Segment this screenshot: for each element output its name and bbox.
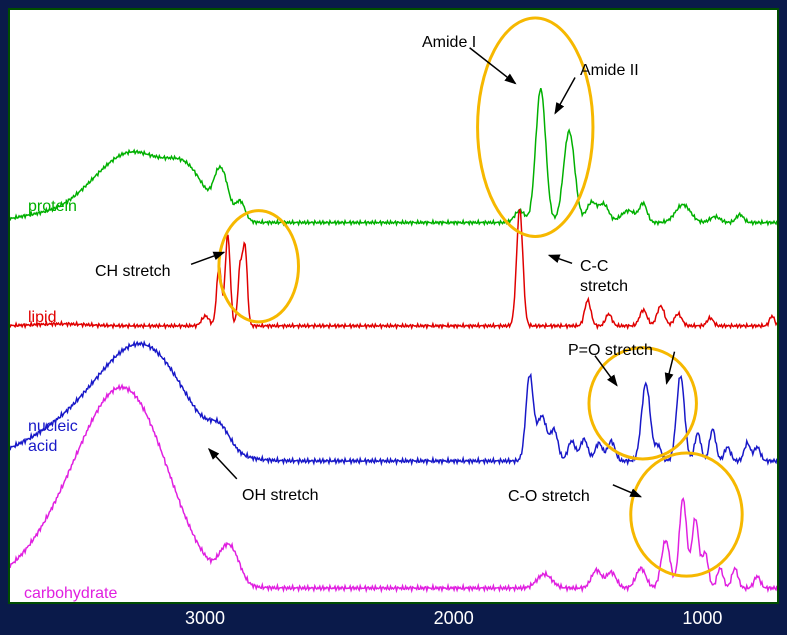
anno-amide1: Amide I [422,34,476,52]
spectrum-protein [10,88,777,224]
highlight-ellipse-1 [219,211,299,322]
series-label-acid: acid [28,438,57,456]
anno-cc1: C-C [580,258,608,276]
highlight-ellipse-0 [478,18,593,237]
plot-area: protein lipid nucleic acid carbohydrate … [8,8,779,604]
anno-po: P=O stretch [568,342,653,360]
anno-ch: CH stretch [95,263,171,281]
annotation-arrow-1 [555,78,575,114]
anno-co: C-O stretch [508,488,590,506]
xtick-2000: 2000 [434,608,474,629]
spectrum-nucleic [10,342,777,463]
series-label-protein: protein [28,198,77,216]
spectrum-carbohydrate [10,385,777,590]
anno-cc2: stretch [580,278,628,296]
highlight-ellipse-3 [631,453,742,576]
spectra-svg [10,10,777,602]
xtick-1000: 1000 [682,608,722,629]
xtick-3000: 3000 [185,608,225,629]
chart-container: protein lipid nucleic acid carbohydrate … [0,0,787,635]
series-label-nucleic: nucleic [28,418,78,436]
anno-oh: OH stretch [242,487,318,505]
anno-amide2: Amide II [580,62,639,80]
annotation-arrow-3 [549,255,572,263]
annotation-arrow-6 [209,449,237,479]
series-label-lipid: lipid [28,309,56,327]
series-label-carbohydrate: carbohydrate [24,585,117,603]
